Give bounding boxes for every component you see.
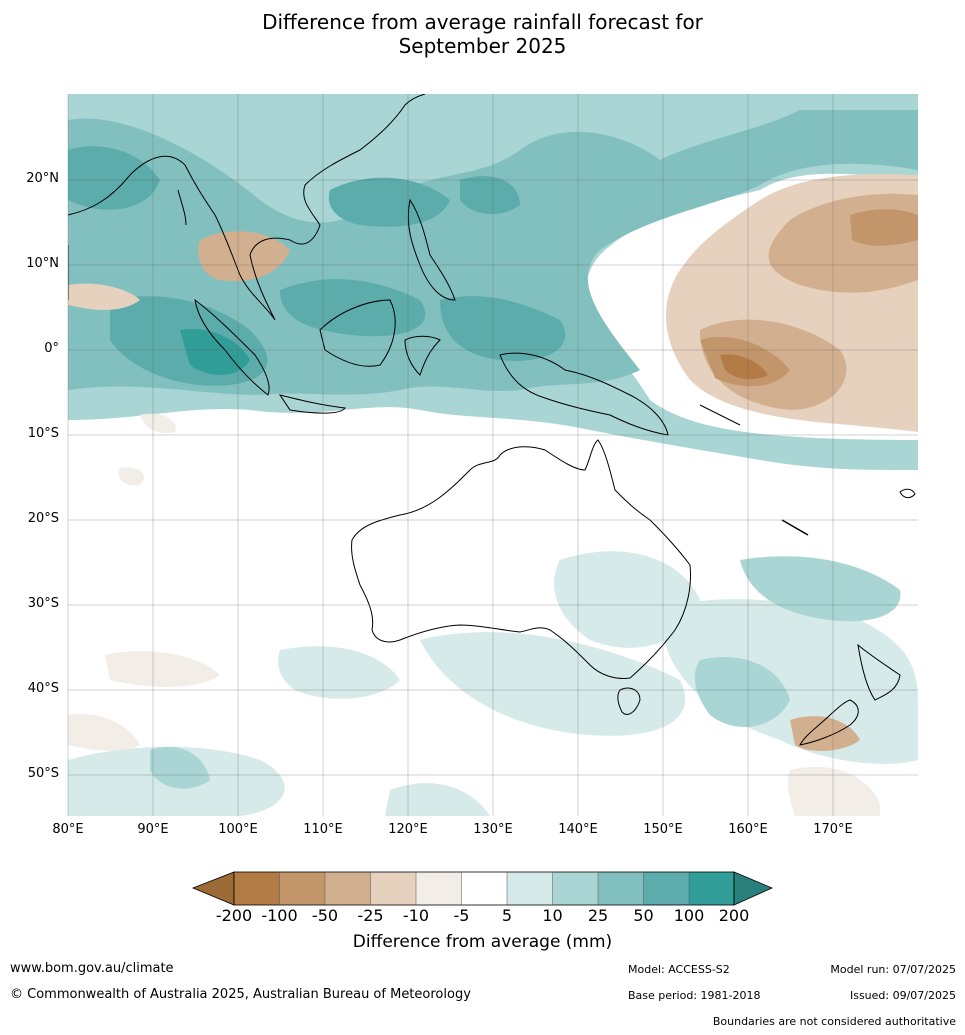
map-title: Difference from average rainfall forecas… xyxy=(0,10,965,58)
colorbar-tick-label: -200 xyxy=(215,906,253,925)
colorbar-tick-label: 100 xyxy=(673,906,705,925)
lat-label-10s: 10°S xyxy=(27,426,59,441)
lon-label-100e: 100°E xyxy=(218,822,258,837)
lon-label-150e: 150°E xyxy=(643,822,683,837)
lat-label-20n: 20°N xyxy=(26,171,59,186)
lon-label-140e: 140°E xyxy=(558,822,598,837)
colorbar-tick-label: 200 xyxy=(718,906,750,925)
graticule xyxy=(67,94,918,816)
website-link[interactable]: www.bom.gov.au/climate xyxy=(10,961,174,976)
title-line-1: Difference from average rainfall forecas… xyxy=(262,10,703,34)
colorbar-high-arrow xyxy=(733,871,774,906)
model-run-date: Model run: 07/07/2025 xyxy=(830,963,956,976)
colorbar-low-arrow xyxy=(191,871,235,906)
colorbar-tick-label: 5 xyxy=(501,906,513,925)
lon-label-90e: 90°E xyxy=(137,822,169,837)
colorbar-tick-label: -10 xyxy=(402,906,430,925)
issued-date: Issued: 09/07/2025 xyxy=(849,989,956,1002)
lat-label-50s: 50°S xyxy=(27,766,59,781)
base-period: Base period: 1981-2018 xyxy=(628,989,761,1002)
model-name: Model: ACCESS-S2 xyxy=(628,963,730,976)
colorbar-tick-label: 10 xyxy=(542,906,563,925)
lon-label-170e: 170°E xyxy=(813,822,853,837)
boundary-disclaimer: Boundaries are not considered authoritat… xyxy=(712,1015,956,1028)
lon-label-110e: 110°E xyxy=(303,822,343,837)
colorbar-tick-label: -25 xyxy=(357,906,384,925)
colorbar xyxy=(191,871,774,906)
lat-label-10n: 10°N xyxy=(26,256,59,271)
lat-label-20s: 20°S xyxy=(27,511,59,526)
lon-label-130e: 130°E xyxy=(473,822,513,837)
colorbar-title: Difference from average (mm) xyxy=(352,932,613,952)
map-area xyxy=(68,94,918,816)
colorbar-tick-label: 50 xyxy=(633,906,654,925)
lat-label-40s: 40°S xyxy=(27,681,59,696)
colorbar-tick-label: -50 xyxy=(311,906,339,925)
lon-label-160e: 160°E xyxy=(728,822,768,837)
colorbar-tick-label: -5 xyxy=(453,906,470,925)
copyright-text: © Commonwealth of Australia 2025, Austra… xyxy=(10,987,471,1002)
lat-label-0: 0° xyxy=(44,341,59,356)
lon-label-120e: 120°E xyxy=(388,822,428,837)
colorbar-tick-label: 25 xyxy=(587,906,609,925)
title-line-2: September 2025 xyxy=(398,34,567,58)
colorbar-tick-label: -100 xyxy=(261,906,298,925)
lon-label-80e: 80°E xyxy=(52,822,84,837)
lat-label-30s: 30°S xyxy=(27,596,59,611)
